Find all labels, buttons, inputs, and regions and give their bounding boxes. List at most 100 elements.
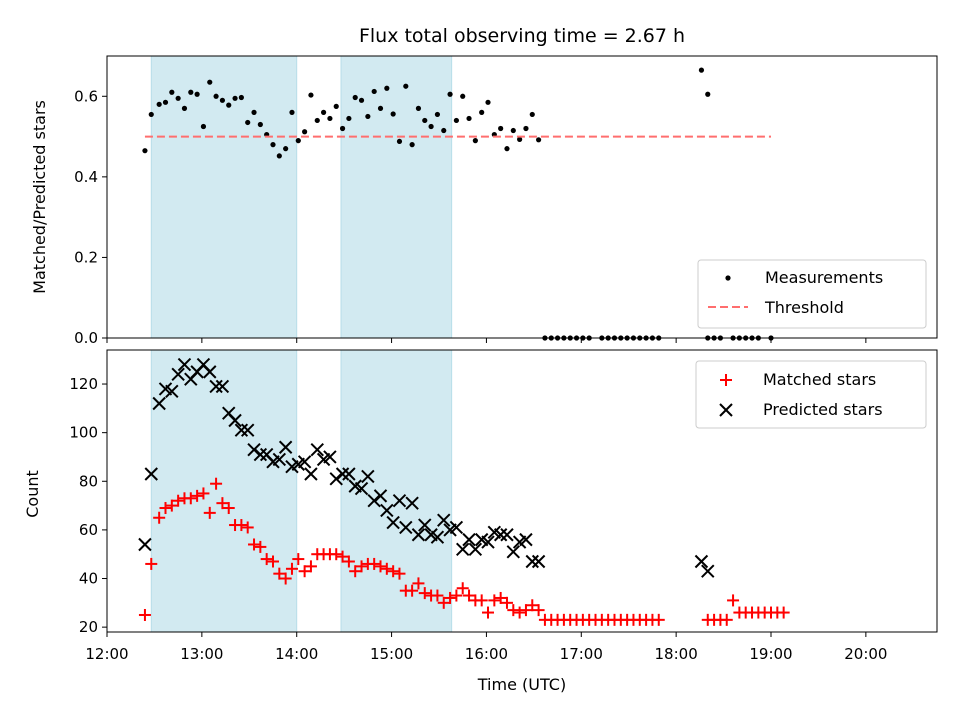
- predicted-stars-point: [272, 452, 287, 467]
- y-tick-label: 120: [69, 375, 98, 393]
- measurement-point: [148, 111, 154, 118]
- predicted-stars-point: [468, 542, 483, 557]
- measurement-point: [504, 146, 510, 152]
- matched-stars-point: [298, 565, 311, 578]
- matched-stars-point: [172, 494, 185, 507]
- predicted-stars-point: [304, 467, 318, 481]
- measurement-point: [479, 109, 485, 115]
- legend-label-threshold: Threshold: [764, 298, 844, 317]
- matched-stars-point: [494, 591, 507, 604]
- measurement-point: [245, 119, 251, 126]
- matched-stars-point: [526, 599, 539, 612]
- predicted-stars-point: [367, 494, 381, 508]
- matched-stars-point: [145, 557, 158, 570]
- predicted-stars-point: [531, 554, 546, 569]
- matched-stars-point: [285, 562, 298, 575]
- ratio-legend: Measurements Threshold: [697, 259, 927, 329]
- matched-stars-point: [254, 540, 267, 553]
- matched-stars-point: [488, 594, 501, 607]
- measurement-point: [162, 99, 169, 105]
- measurement-point: [517, 136, 523, 142]
- ratio-panel: 0.0 0.2 0.4 0.6 Matched/Predicted stars Mea…: [30, 55, 938, 347]
- measurement-point: [705, 91, 711, 97]
- x-tick-label: 20:00: [844, 645, 887, 663]
- measurement-point: [409, 142, 415, 148]
- predicted-stars-point: [481, 535, 495, 549]
- measurement-point: [422, 117, 428, 124]
- x-tick-label: 13:00: [180, 645, 223, 663]
- matched-stars-point: [456, 582, 469, 595]
- y-tick-label: 0.4: [74, 168, 98, 186]
- predicted-stars-point: [342, 467, 356, 481]
- x-tick-label: 18:00: [655, 645, 698, 663]
- matched-stars-point: [267, 555, 279, 568]
- measurement-point: [333, 103, 339, 109]
- matched-stars-point: [210, 477, 223, 490]
- matched-stars-point: [777, 606, 790, 619]
- predicted-stars-point: [144, 467, 158, 481]
- measurement-point: [188, 89, 194, 95]
- matched-stars-point: [216, 497, 229, 510]
- y-tick-label: 40: [79, 570, 98, 588]
- matched-stars-point: [418, 587, 431, 600]
- measurement-point: [498, 125, 504, 132]
- matched-stars-point: [652, 613, 665, 626]
- measurement-point: [302, 129, 308, 135]
- observing-window-shade: [340, 55, 453, 339]
- matched-stars-point: [153, 511, 166, 524]
- predicted-stars-point: [525, 554, 539, 569]
- y-tick-label: 0.0: [74, 329, 98, 347]
- measurement-point: [510, 127, 516, 134]
- predicted-stars-point: [215, 379, 230, 394]
- matched-stars-point: [279, 572, 292, 585]
- predicted-stars-point: [493, 528, 508, 542]
- predicted-stars-point: [519, 532, 533, 547]
- measurement-point: [194, 91, 200, 97]
- matched-stars-point: [304, 560, 317, 573]
- measurement-point: [314, 117, 320, 124]
- predicted-stars-point: [165, 384, 179, 399]
- count-panel: 20 40 60 80 100 120 12:00 13:00 14:00 15:00 16:00…: [23, 349, 938, 694]
- matched-stars-point: [248, 538, 261, 551]
- predicted-stars-point: [456, 542, 470, 557]
- measurement-point: [156, 101, 162, 107]
- predicted-stars-point: [392, 494, 407, 508]
- count-legend: Matched stars Predicted stars: [695, 360, 927, 429]
- matched-stars-point: [519, 604, 532, 617]
- matched-stars-point: [292, 553, 305, 566]
- predicted-stars-point: [234, 423, 249, 437]
- count-y-axis-label: Count: [23, 470, 42, 518]
- measurement-point: [466, 115, 472, 122]
- matched-stars-point: [368, 557, 381, 570]
- matched-stars-point: [532, 604, 545, 617]
- x-axis-label: Time (UTC): [477, 675, 566, 694]
- predicted-stars-point: [138, 537, 152, 552]
- measurement-point: [181, 105, 188, 111]
- measurement-point: [289, 109, 295, 115]
- y-tick-label: 80: [79, 472, 98, 490]
- measurement-point: [346, 115, 352, 122]
- predicted-stars-point: [297, 455, 312, 469]
- matched-stars-point: [165, 499, 178, 512]
- observing-window-shade: [150, 55, 298, 339]
- predicted-stars-point: [361, 469, 375, 484]
- predicted-stars-point: [500, 528, 514, 542]
- measurement-point: [536, 137, 542, 143]
- predicted-stars-point: [240, 423, 255, 437]
- predicted-stars-point: [323, 450, 337, 464]
- measurement-point: [219, 97, 226, 103]
- predicted-stars-point: [694, 554, 709, 569]
- measurement-point: [142, 148, 148, 154]
- measurement-point: [396, 138, 403, 145]
- matched-stars-point: [380, 562, 393, 575]
- measurement-point: [257, 121, 263, 128]
- predicted-stars-point: [152, 396, 166, 411]
- predicted-stars-point: [506, 545, 521, 559]
- chart-title: Flux total observing time = 2.67 h: [359, 25, 685, 47]
- x-tick-label: 19:00: [749, 645, 792, 663]
- predicted-stars-point: [354, 481, 369, 496]
- measurement-point: [232, 95, 238, 101]
- predicted-stars-point: [278, 440, 293, 454]
- predicted-stars-point: [399, 520, 413, 535]
